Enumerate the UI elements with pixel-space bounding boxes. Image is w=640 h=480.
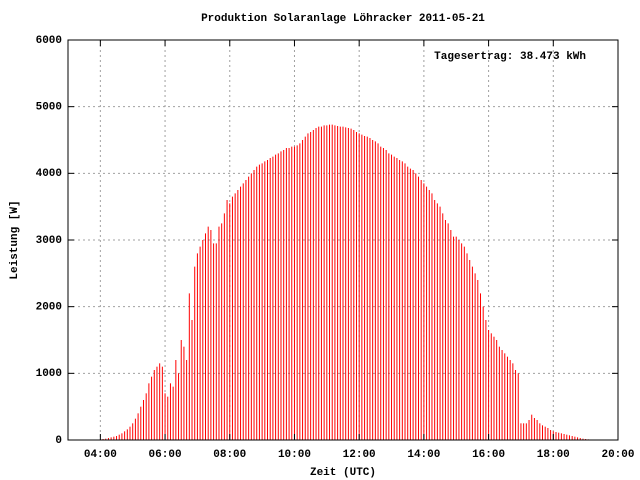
x-tick-label: 18:00 [537, 449, 570, 461]
y-tick-label: 4000 [36, 168, 62, 180]
y-tick-label: 3000 [36, 235, 62, 247]
y-tick-label: 5000 [36, 102, 62, 114]
y-tick-label: 6000 [36, 35, 62, 47]
x-tick-label: 06:00 [149, 449, 182, 461]
x-tick-label: 20:00 [601, 449, 634, 461]
x-tick-label: 16:00 [472, 449, 505, 461]
x-tick-label: 08:00 [213, 449, 246, 461]
plot-area [68, 39, 619, 441]
y-axis-label: Leistung [W] [9, 200, 21, 279]
x-axis-label: Zeit (UTC) [310, 467, 376, 479]
chart-title: Produktion Solaranlage Löhracker 2011-05… [201, 13, 485, 25]
x-tick-label: 14:00 [407, 449, 440, 461]
y-tick-label: 2000 [36, 302, 62, 314]
x-tick-label: 12:00 [343, 449, 376, 461]
y-tick-label: 0 [55, 435, 62, 447]
x-tick-label: 04:00 [84, 449, 117, 461]
y-tick-label: 1000 [36, 368, 62, 380]
x-tick-label: 10:00 [278, 449, 311, 461]
annotation: Tagesertrag: 38.473 kWh [434, 51, 586, 63]
